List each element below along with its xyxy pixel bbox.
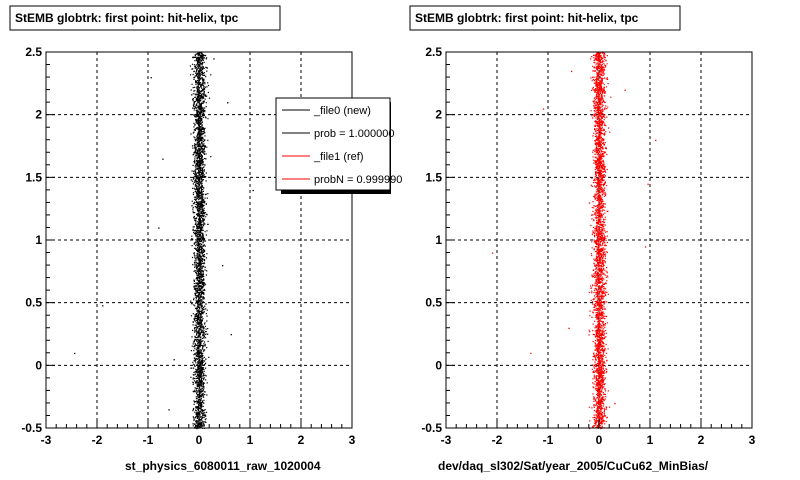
y-tick-label: 1	[35, 233, 42, 247]
x-tick-label: 3	[349, 433, 356, 447]
left-title: StEMB globtrk: first point: hit-helix, t…	[15, 11, 239, 25]
data-point-cluster	[189, 52, 212, 430]
right-ticks: -3 -2 -1 0 1 2 3 -0.5 0 0.5 1 1.5 2 2.5	[421, 45, 755, 447]
data-point	[221, 265, 224, 267]
data-point	[570, 70, 573, 73]
data-point	[158, 227, 160, 229]
y-tick-label: 2.5	[25, 45, 42, 59]
right-title-box	[409, 5, 681, 31]
x-tick-label: -3	[441, 433, 452, 447]
x-tick-label: 2	[698, 433, 705, 447]
data-point	[213, 58, 215, 60]
y-tick-label: 0	[35, 358, 42, 372]
data-point-cluster	[588, 52, 612, 430]
legend-entry-file1: _file1 (ref)	[313, 151, 364, 163]
left-data-points	[74, 52, 254, 430]
y-tick-label: -0.5	[421, 421, 442, 435]
x-tick-label: -3	[41, 433, 52, 447]
x-tick-label: 1	[247, 433, 254, 447]
legend-entry-prob: prob = 1.000000	[314, 128, 394, 140]
data-point	[230, 334, 232, 336]
data-point	[102, 305, 104, 307]
data-point	[568, 327, 570, 330]
legend-box	[275, 97, 391, 191]
left-legend: _file0 (new) prob = 1.000000 _file1 (ref…	[275, 97, 402, 194]
legend-entry-file0: _file0 (new)	[313, 105, 371, 117]
data-point	[542, 108, 545, 110]
x-tick-label: 1	[647, 433, 654, 447]
x-tick-label: 3	[749, 433, 756, 447]
y-tick-label: 2.5	[425, 45, 442, 59]
data-point	[162, 158, 164, 160]
x-tick-label: -1	[543, 433, 554, 447]
data-point	[491, 252, 494, 254]
x-tick-label: 0	[596, 433, 603, 447]
data-point	[168, 409, 170, 411]
data-point	[252, 189, 254, 192]
data-point	[644, 246, 647, 248]
data-point	[655, 139, 657, 142]
data-point	[150, 77, 152, 79]
data-point	[624, 89, 626, 91]
y-tick-label: -0.5	[21, 421, 42, 435]
right-title: StEMB globtrk: first point: hit-helix, t…	[415, 11, 639, 25]
x-tick-label: -2	[492, 433, 503, 447]
x-tick-label: 0	[196, 433, 203, 447]
left-panel: StEMB globtrk: first point: hit-helix, t…	[9, 5, 402, 473]
data-point	[530, 352, 532, 355]
y-tick-label: 0.5	[425, 296, 442, 310]
y-tick-label: 1.5	[425, 170, 442, 184]
data-point	[74, 352, 76, 355]
left-title-box	[9, 5, 281, 31]
right-x-axis-label: dev/daq_sl302/Sat/year_2005/CuCu62_MinBi…	[438, 459, 709, 473]
data-point	[647, 183, 649, 185]
x-tick-label: -2	[92, 433, 103, 447]
data-point	[588, 202, 591, 204]
y-tick-label: 1	[435, 233, 442, 247]
y-tick-label: 2	[435, 108, 442, 122]
data-point	[614, 402, 616, 405]
data-point	[173, 359, 175, 361]
x-tick-label: -1	[143, 433, 154, 447]
y-tick-label: 0.5	[25, 296, 42, 310]
right-panel: StEMB globtrk: first point: hit-helix, t…	[409, 5, 756, 473]
data-point	[227, 102, 229, 104]
legend-entry-probn: probN = 0.999990	[314, 174, 402, 186]
x-tick-label: 2	[298, 433, 305, 447]
y-tick-label: 1.5	[25, 170, 42, 184]
left-x-axis-label: st_physics_6080011_raw_1020004	[125, 459, 321, 473]
y-tick-label: 0	[435, 358, 442, 372]
right-data-points	[491, 52, 657, 430]
y-tick-label: 2	[35, 108, 42, 122]
left-ticks: -3 -2 -1 0 1 2 3 -0.5 0 0.5 1 1.5 2 2.5	[21, 45, 355, 447]
